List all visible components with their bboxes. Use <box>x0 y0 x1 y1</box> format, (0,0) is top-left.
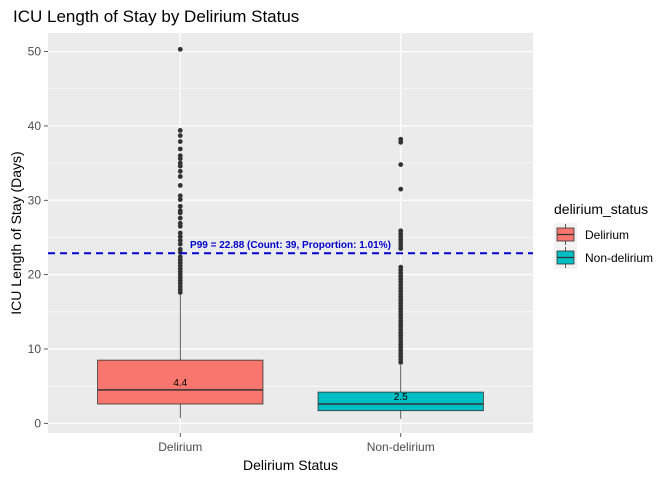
y-tick-label: 0 <box>34 416 41 430</box>
median-label: 2.5 <box>394 392 408 403</box>
outlier-point <box>177 127 183 133</box>
legend-label: Non-delirium <box>585 251 653 265</box>
outlier-point <box>177 238 183 243</box>
box <box>317 391 484 412</box>
outlier-point <box>177 146 183 152</box>
chart-title: ICU Length of Stay by Delirium Status <box>13 7 299 26</box>
x-tick-label: Delirium <box>158 440 202 454</box>
legend-title: delirium_status <box>554 201 648 217</box>
outlier-point <box>177 183 183 188</box>
outlier-point <box>177 230 183 236</box>
x-axis-title: Delirium Status <box>243 457 338 473</box>
outlier-point <box>398 246 404 252</box>
outlier-point <box>177 168 183 174</box>
median-label: 4.4 <box>173 378 187 389</box>
outlier-point <box>177 133 183 139</box>
outlier-point <box>177 290 183 295</box>
boxplots: 4.4 2.5 <box>97 46 484 419</box>
y-tick-label: 10 <box>28 342 42 356</box>
boxplot-delirium: 4.4 <box>97 46 264 419</box>
y-tick-label: 30 <box>28 193 42 207</box>
legend: delirium_status Delirium Non-delirium <box>554 201 653 269</box>
gridlines <box>48 33 533 433</box>
legend-item-non-delirium: Non-delirium <box>554 246 653 269</box>
outlier-point <box>177 174 183 179</box>
outlier-point <box>398 162 404 167</box>
reference-line-label: P99 = 22.88 (Count: 39, Proportion: 1.01… <box>190 240 391 251</box>
outlier-point <box>398 359 404 365</box>
y-axis-title: ICU Length of Stay (Days) <box>8 151 24 314</box>
y-tick-label: 40 <box>28 119 42 133</box>
outlier-point <box>177 139 183 144</box>
boxplot-non-delirium: 2.5 <box>317 136 484 419</box>
axes: 0 10 20 30 40 50 Delirium Non-delirium <box>28 45 435 454</box>
outlier-point <box>398 186 404 192</box>
outlier-point <box>177 163 183 169</box>
outlier-point <box>177 156 183 162</box>
outlier-point <box>177 210 183 216</box>
outlier-point <box>177 46 183 52</box>
y-tick-label: 20 <box>28 268 42 282</box>
outlier-point <box>177 197 183 202</box>
outlier-point <box>398 139 404 145</box>
outlier-point <box>177 215 183 221</box>
legend-label: Delirium <box>585 228 629 242</box>
legend-item-delirium: Delirium <box>554 223 629 246</box>
outlier-point <box>177 223 183 229</box>
outlier-point <box>177 234 183 240</box>
box <box>97 359 264 405</box>
y-tick-label: 50 <box>28 45 42 59</box>
outlier-point <box>177 193 183 199</box>
outlier-point <box>177 203 183 209</box>
outlier-point <box>177 241 183 247</box>
x-tick-label: Non-delirium <box>367 440 435 454</box>
reference-line-group: P99 = 22.88 (Count: 39, Proportion: 1.01… <box>48 240 533 255</box>
